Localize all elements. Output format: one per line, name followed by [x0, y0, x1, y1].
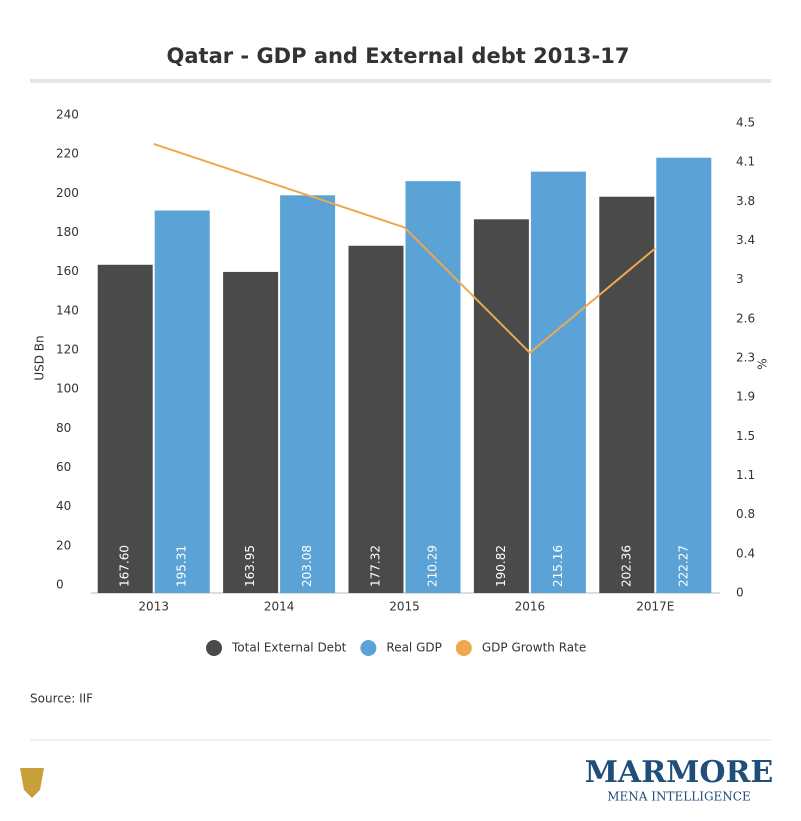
brand: MARMORE [585, 755, 774, 790]
bar [656, 157, 712, 593]
chart-title: Qatar - GDP and External debt 2013-17 [167, 44, 630, 68]
y2-tick-label: 3 [736, 272, 744, 286]
y2-tick-label: 0.8 [736, 507, 755, 521]
value-label: 210.29 [426, 545, 440, 587]
y-tick-label: 220 [56, 147, 79, 161]
x-tick-label: 2017E [636, 600, 674, 614]
y2-tick-label: 2.3 [736, 351, 755, 365]
y2-tick-label: 0.4 [736, 546, 755, 560]
value-label: 163.95 [243, 545, 257, 587]
y2-tick-label: 3.4 [736, 233, 755, 247]
bar [405, 181, 461, 594]
bar [473, 219, 529, 593]
y-tick-label: 160 [56, 264, 79, 278]
legend-label: GDP Growth Rate [482, 641, 586, 655]
source: Source: IIF [30, 692, 93, 706]
legend-label: Real GDP [386, 641, 441, 655]
bar [348, 245, 404, 593]
bar [154, 210, 210, 593]
x-tick-label: 2013 [138, 600, 169, 614]
value-label: 222.27 [676, 545, 690, 587]
y-tick-label: 0 [56, 578, 64, 592]
y2-axis-label: % [756, 358, 770, 369]
x-tick-label: 2016 [515, 600, 546, 614]
value-label: 195.31 [175, 545, 189, 587]
x-tick-label: 2015 [389, 600, 420, 614]
legend-label: Total External Debt [231, 641, 347, 655]
value-label: 190.82 [494, 545, 508, 587]
y2-tick-label: 0 [736, 586, 744, 600]
y2-tick-label: 2.6 [736, 311, 755, 325]
bar [97, 264, 153, 593]
brand-tagline: MENA INTELLIGENCE [607, 790, 751, 804]
y-tick-label: 240 [56, 108, 79, 122]
line [153, 142, 656, 355]
y2-tick-label: 4.5 [736, 116, 755, 130]
bar [223, 271, 279, 593]
value-label: 177.32 [369, 545, 383, 587]
value-label: 203.08 [300, 545, 314, 587]
y-tick-label: 120 [56, 343, 79, 357]
y2-tick-label: 3.8 [736, 194, 755, 208]
y-tick-label: 200 [56, 186, 79, 200]
y-tick-label: 140 [56, 303, 79, 317]
y-tick-label: 180 [56, 225, 79, 239]
legend-swatch [455, 640, 472, 656]
forum-logo [20, 768, 44, 798]
y2-tick-label: 1.9 [736, 390, 755, 404]
y2-tick-label: 1.1 [736, 468, 755, 482]
y-tick-label: 20 [56, 538, 71, 552]
y2-tick-label: 1.5 [736, 429, 755, 443]
y-tick-label: 40 [56, 499, 71, 513]
x-tick-label: 2014 [264, 600, 295, 614]
legend-swatch [206, 640, 222, 656]
y-tick-label: 80 [56, 421, 71, 435]
bar [530, 171, 586, 593]
title-rule [30, 79, 771, 83]
y-tick-label: 60 [56, 460, 71, 474]
y-axis-label: USD Bn [33, 335, 47, 380]
value-label: 167.60 [118, 545, 132, 587]
legend-swatch [360, 640, 377, 656]
y2-tick-label: 4.1 [736, 155, 755, 169]
bar [280, 195, 336, 593]
bar [599, 196, 655, 593]
value-label: 215.16 [551, 545, 565, 587]
value-label: 202.36 [619, 545, 633, 587]
y-tick-label: 100 [56, 382, 79, 396]
